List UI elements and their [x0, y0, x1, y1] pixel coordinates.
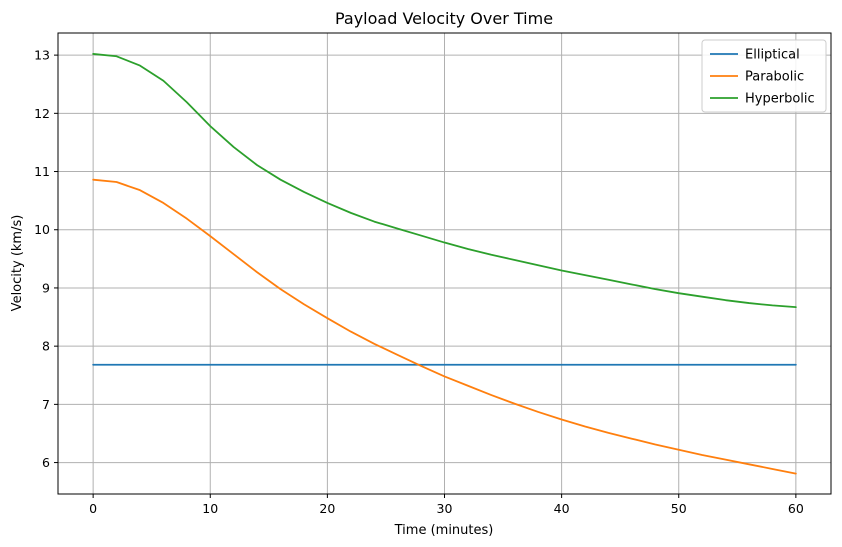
x-axis-ticks: 0 10 20 30 40 50 60: [89, 494, 804, 516]
x-tick-label: 60: [788, 501, 804, 516]
x-axis-label: Time (minutes): [394, 523, 494, 538]
series-line-hyperbolic: [92, 53, 797, 309]
legend-label-elliptical: Elliptical: [745, 48, 800, 63]
y-tick-label: 9: [42, 280, 50, 295]
y-tick-label: 13: [34, 48, 50, 63]
x-tick-label: 30: [437, 501, 453, 516]
chart-title: Payload Velocity Over Time: [335, 9, 553, 28]
y-tick-label: 7: [42, 397, 50, 412]
y-tick-label: 10: [34, 222, 50, 237]
series-line-parabolic: [92, 178, 797, 475]
legend-frame: [701, 39, 827, 113]
y-tick-label: 8: [42, 339, 50, 354]
y-tick-label: 12: [34, 106, 50, 121]
x-tick-label: 10: [202, 501, 218, 516]
series-lines: [92, 53, 797, 475]
gridlines: [58, 33, 831, 494]
x-tick-label: 20: [319, 501, 335, 516]
x-tick-label: 0: [89, 501, 97, 516]
y-tick-label: 11: [34, 164, 50, 179]
y-axis-ticks: 6 7 8 9 10 11 12 13: [34, 48, 58, 470]
x-tick-label: 50: [671, 501, 687, 516]
y-tick-label: 6: [42, 455, 50, 470]
legend: Elliptical Parabolic Hyperbolic: [701, 39, 827, 113]
legend-label-hyperbolic: Hyperbolic: [745, 92, 815, 107]
legend-label-parabolic: Parabolic: [745, 70, 804, 85]
y-axis-label: Velocity (km/s): [10, 215, 25, 312]
x-tick-label: 40: [554, 501, 570, 516]
